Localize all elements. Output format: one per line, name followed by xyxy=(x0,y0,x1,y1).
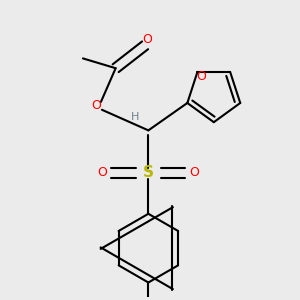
Text: S: S xyxy=(143,165,154,180)
Text: H: H xyxy=(131,112,140,122)
Text: O: O xyxy=(142,33,152,46)
Text: O: O xyxy=(196,70,206,83)
Text: O: O xyxy=(189,167,199,179)
Text: O: O xyxy=(91,99,101,112)
Text: O: O xyxy=(98,167,107,179)
